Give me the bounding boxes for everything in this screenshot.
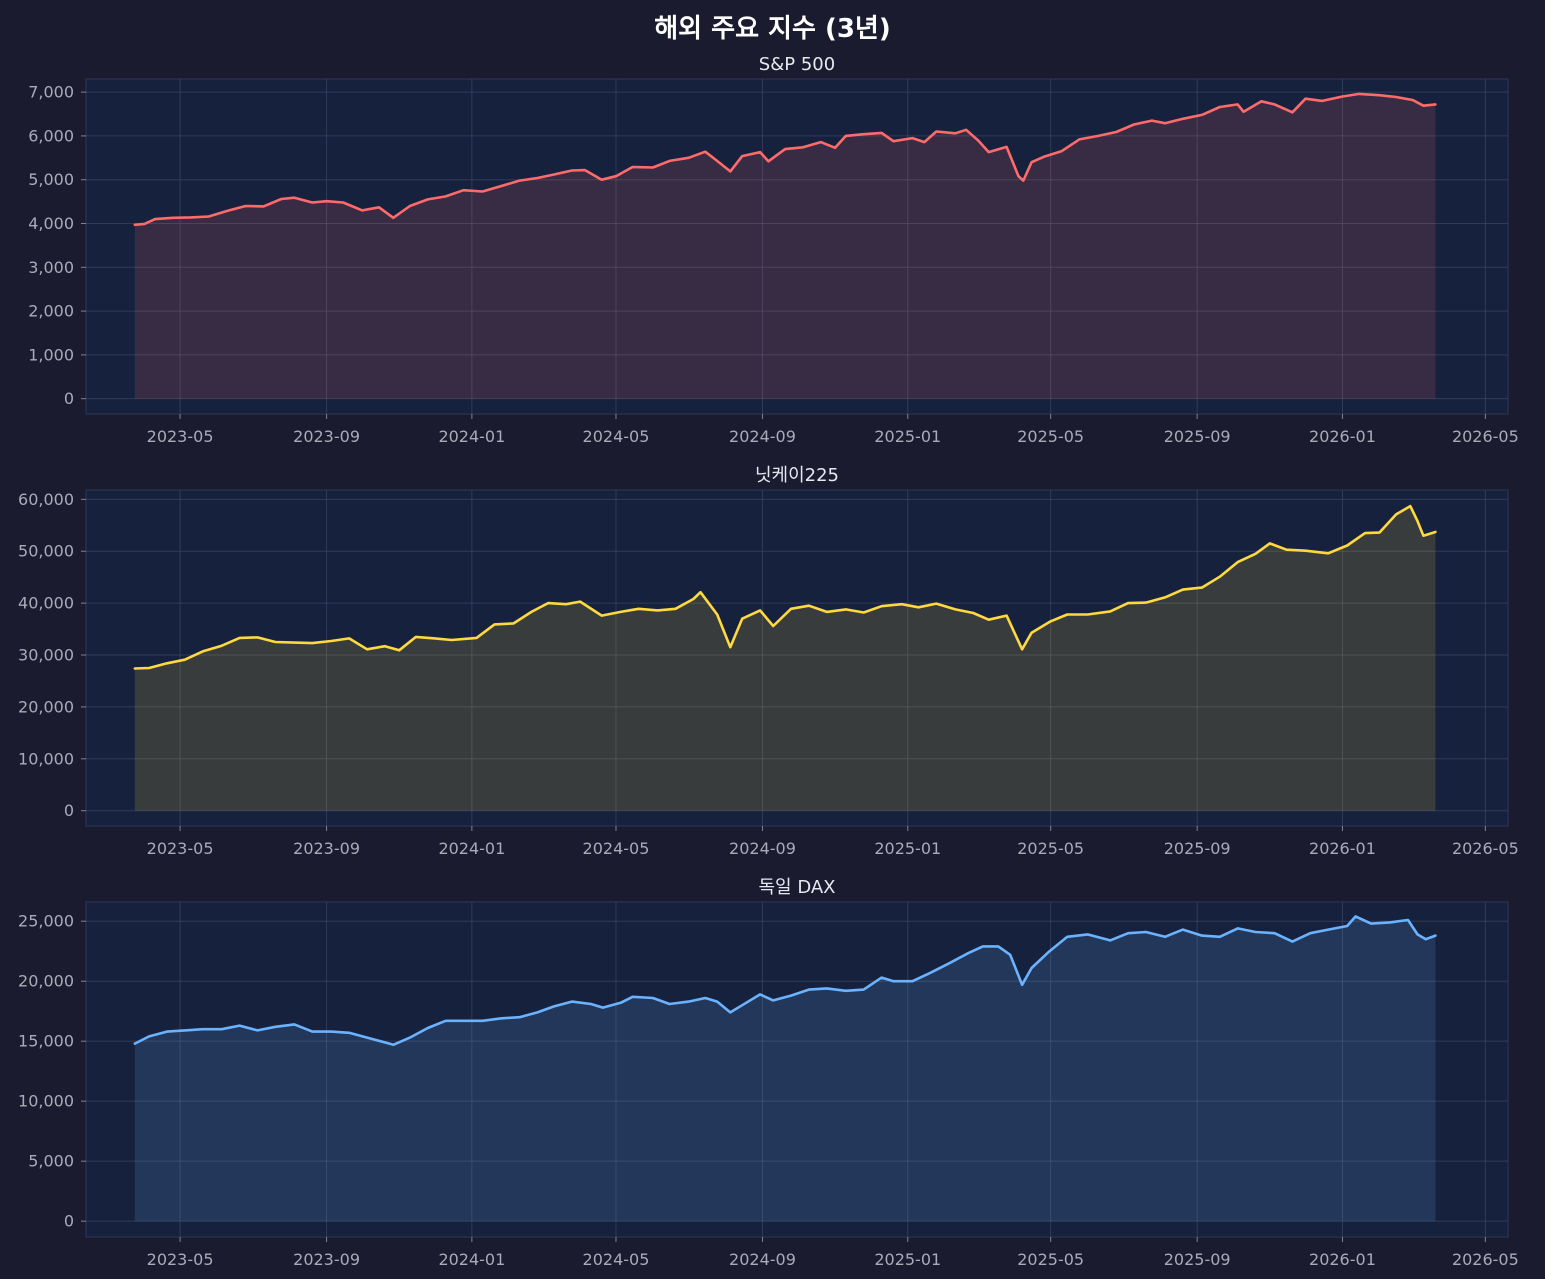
sp500-y-tick-label: 6,000 — [28, 126, 74, 145]
dax-panel-title: 독일 DAX — [758, 877, 835, 898]
dax-x-tick-label: 2025-09 — [1164, 1250, 1231, 1269]
sp500-x-tick-label: 2024-01 — [438, 427, 505, 446]
nikkei-y-tick-label: 60,000 — [18, 490, 74, 509]
dax-y-tick-label: 0 — [64, 1212, 74, 1231]
sp500-y-tick-label: 7,000 — [28, 83, 74, 102]
sp500-plot-area — [85, 78, 1509, 415]
dax-x-tick-label: 2025-01 — [874, 1250, 941, 1269]
dax-x-tick-label: 2026-05 — [1452, 1250, 1519, 1269]
nikkei-x-tick-label: 2025-09 — [1164, 839, 1231, 858]
nikkei-y-tick-label: 0 — [64, 801, 74, 820]
sp500-area-fill — [134, 93, 1436, 399]
dax-area-fill — [134, 916, 1436, 1222]
nikkei-x-tick-label: 2026-05 — [1452, 839, 1519, 858]
sp500-y-tick-label: 0 — [64, 389, 74, 408]
dax-y-tick-label: 15,000 — [18, 1032, 74, 1051]
sp500-y-tick-label: 1,000 — [28, 345, 74, 364]
dax-y-tick-label: 25,000 — [18, 912, 74, 931]
sp500-x-tick-label: 2026-01 — [1309, 427, 1376, 446]
sp500-y-tick-label: 2,000 — [28, 302, 74, 321]
sp500-y-tick-label: 3,000 — [28, 258, 74, 277]
dax-x-tick-label: 2026-01 — [1309, 1250, 1376, 1269]
dax-x-tick-label: 2024-09 — [729, 1250, 796, 1269]
nikkei-y-tick-label: 30,000 — [18, 646, 74, 665]
nikkei-x-tick-label: 2024-09 — [729, 839, 796, 858]
dax-x-tick-label: 2023-05 — [147, 1250, 214, 1269]
nikkei-y-tick-label: 20,000 — [18, 697, 74, 716]
dax-y-tick-label: 20,000 — [18, 972, 74, 991]
sp500-x-tick-label: 2024-05 — [583, 427, 650, 446]
nikkei-x-tick-label: 2023-09 — [293, 839, 360, 858]
dax-y-tick-label: 5,000 — [28, 1152, 74, 1171]
nikkei-area-fill — [134, 506, 1436, 811]
dax-series-line — [133, 915, 1437, 1047]
sp500-y-tick-label: 4,000 — [28, 214, 74, 233]
nikkei-series-line — [133, 504, 1437, 670]
nikkei-y-tick-label: 40,000 — [18, 594, 74, 613]
dax-y-tick-label: 10,000 — [18, 1092, 74, 1111]
dax-x-tick-label: 2024-01 — [438, 1250, 505, 1269]
nikkei-plot-area — [85, 489, 1509, 827]
sp500-panel-title: S&P 500 — [759, 54, 835, 75]
nikkei-x-tick-label: 2024-05 — [583, 839, 650, 858]
dax-plot-area — [85, 901, 1509, 1238]
dax-x-tick-label: 2023-09 — [293, 1250, 360, 1269]
sp500-x-tick-label: 2026-05 — [1452, 427, 1519, 446]
sp500-x-tick-label: 2025-01 — [874, 427, 941, 446]
sp500-y-tick-label: 5,000 — [28, 170, 74, 189]
nikkei-x-tick-label: 2024-01 — [438, 839, 505, 858]
nikkei-y-tick-label: 50,000 — [18, 542, 74, 561]
sp500-series-line — [133, 92, 1437, 227]
chart-main-title: 해외 주요 지수 (3년) — [654, 14, 891, 44]
nikkei-x-tick-label: 2023-05 — [147, 839, 214, 858]
nikkei-x-tick-label: 2026-01 — [1309, 839, 1376, 858]
sp500-x-tick-label: 2024-09 — [729, 427, 796, 446]
sp500-x-tick-label: 2025-09 — [1164, 427, 1231, 446]
dax-x-tick-label: 2024-05 — [583, 1250, 650, 1269]
dax-x-tick-label: 2025-05 — [1017, 1250, 1084, 1269]
sp500-x-tick-label: 2025-05 — [1017, 427, 1084, 446]
nikkei-panel-title: 닛케이225 — [755, 465, 839, 486]
sp500-x-tick-label: 2023-09 — [293, 427, 360, 446]
nikkei-y-tick-label: 10,000 — [18, 749, 74, 768]
nikkei-x-tick-label: 2025-01 — [874, 839, 941, 858]
nikkei-x-tick-label: 2025-05 — [1017, 839, 1084, 858]
sp500-x-tick-label: 2023-05 — [147, 427, 214, 446]
